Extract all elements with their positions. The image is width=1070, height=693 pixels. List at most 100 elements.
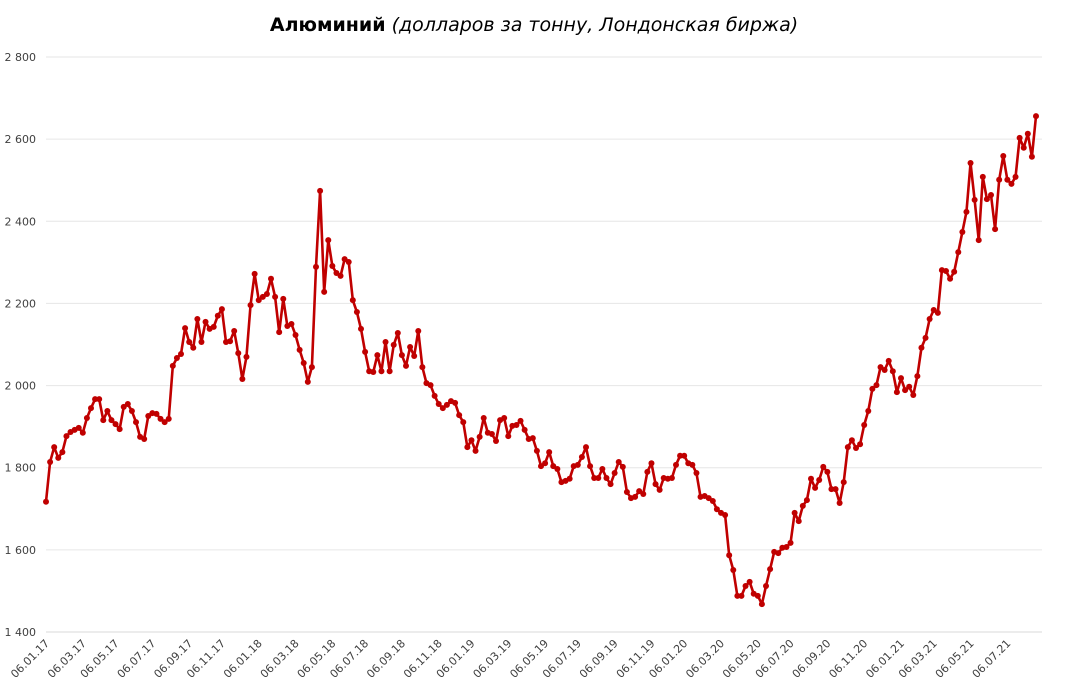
data-point (713, 506, 720, 513)
data-point (235, 350, 242, 357)
x-tick-label: 06.03.20 (683, 637, 727, 681)
data-point (1016, 134, 1023, 141)
data-point (902, 387, 909, 394)
data-point (918, 344, 925, 351)
data-point (742, 583, 749, 589)
y-tick-label: 2 800 (5, 51, 37, 64)
data-point (358, 325, 364, 332)
data-point (971, 196, 978, 203)
data-point (268, 275, 274, 282)
data-point (861, 422, 868, 428)
data-point (321, 288, 328, 295)
data-point (648, 460, 655, 467)
data-point (803, 497, 810, 504)
data-point (75, 424, 82, 431)
data-point (345, 258, 352, 265)
data-point (1012, 173, 1019, 180)
data-point (198, 339, 205, 346)
data-point (529, 435, 536, 442)
data-point (951, 268, 958, 275)
data-point (128, 408, 135, 415)
data-point (227, 338, 234, 345)
data-point (480, 415, 487, 422)
data-point (472, 447, 479, 454)
data-point (865, 408, 872, 415)
data-point (873, 382, 880, 389)
y-tick-label: 2 400 (5, 215, 37, 228)
data-point (337, 272, 344, 279)
data-point (353, 309, 360, 316)
data-point (848, 437, 855, 444)
data-point (239, 376, 246, 382)
data-point (599, 465, 606, 472)
data-point (202, 318, 209, 325)
data-point (51, 444, 58, 451)
data-point (632, 493, 639, 500)
data-point (967, 159, 974, 166)
y-tick-label: 1 600 (5, 544, 37, 557)
data-point (746, 578, 753, 585)
data-point (190, 344, 197, 351)
data-point (1028, 153, 1035, 160)
data-point (173, 355, 180, 362)
data-point (668, 474, 675, 481)
data-point (783, 543, 790, 550)
data-point (1033, 113, 1039, 120)
data-point (681, 452, 688, 459)
data-point (820, 463, 827, 470)
data-point (194, 316, 201, 323)
data-point (55, 454, 62, 461)
data-point (468, 437, 475, 444)
data-point (988, 192, 994, 198)
data-point (979, 173, 986, 180)
data-point (100, 417, 107, 424)
data-point (382, 339, 389, 346)
data-point (124, 401, 131, 408)
x-tick-label: 06.03.19 (471, 637, 515, 681)
title-sub: (долларов за тонну, Лондонская биржа) (392, 14, 799, 36)
data-point (83, 415, 90, 422)
data-point (153, 410, 160, 417)
data-point (296, 346, 303, 353)
data-point (394, 330, 401, 336)
y-tick-label: 2 000 (5, 380, 37, 393)
data-point (370, 369, 377, 376)
data-point (656, 486, 663, 493)
data-point (349, 297, 356, 304)
data-point (869, 385, 876, 392)
data-point (165, 415, 172, 422)
x-tick-label: 06.07.17 (115, 637, 159, 681)
data-point (898, 375, 904, 382)
data-point (288, 320, 295, 327)
data-point (853, 445, 859, 451)
data-point (439, 405, 446, 412)
data-point (533, 447, 540, 454)
x-tick-label: 06.09.19 (577, 637, 621, 681)
data-point (374, 352, 381, 359)
data-point (730, 566, 737, 573)
data-point (963, 208, 970, 215)
x-tick-label: 06.05.21 (933, 637, 977, 681)
data-point (959, 228, 966, 235)
data-point (1020, 144, 1027, 151)
data-point (501, 415, 508, 422)
data-point (1004, 176, 1011, 183)
data-point (411, 353, 418, 359)
data-point (775, 550, 782, 557)
data-point (116, 426, 123, 433)
data-point (133, 419, 139, 426)
data-point (738, 592, 745, 599)
data-point (325, 237, 332, 244)
data-point (574, 461, 581, 468)
data-point (161, 419, 168, 426)
data-point (157, 415, 164, 422)
data-point (583, 444, 589, 451)
data-point (178, 350, 184, 357)
title-main: Алюминий (270, 14, 386, 36)
data-point (263, 290, 270, 297)
data-point (844, 444, 851, 451)
data-point (955, 249, 962, 256)
data-point (517, 417, 524, 424)
data-point (914, 373, 921, 380)
data-point (304, 378, 311, 385)
